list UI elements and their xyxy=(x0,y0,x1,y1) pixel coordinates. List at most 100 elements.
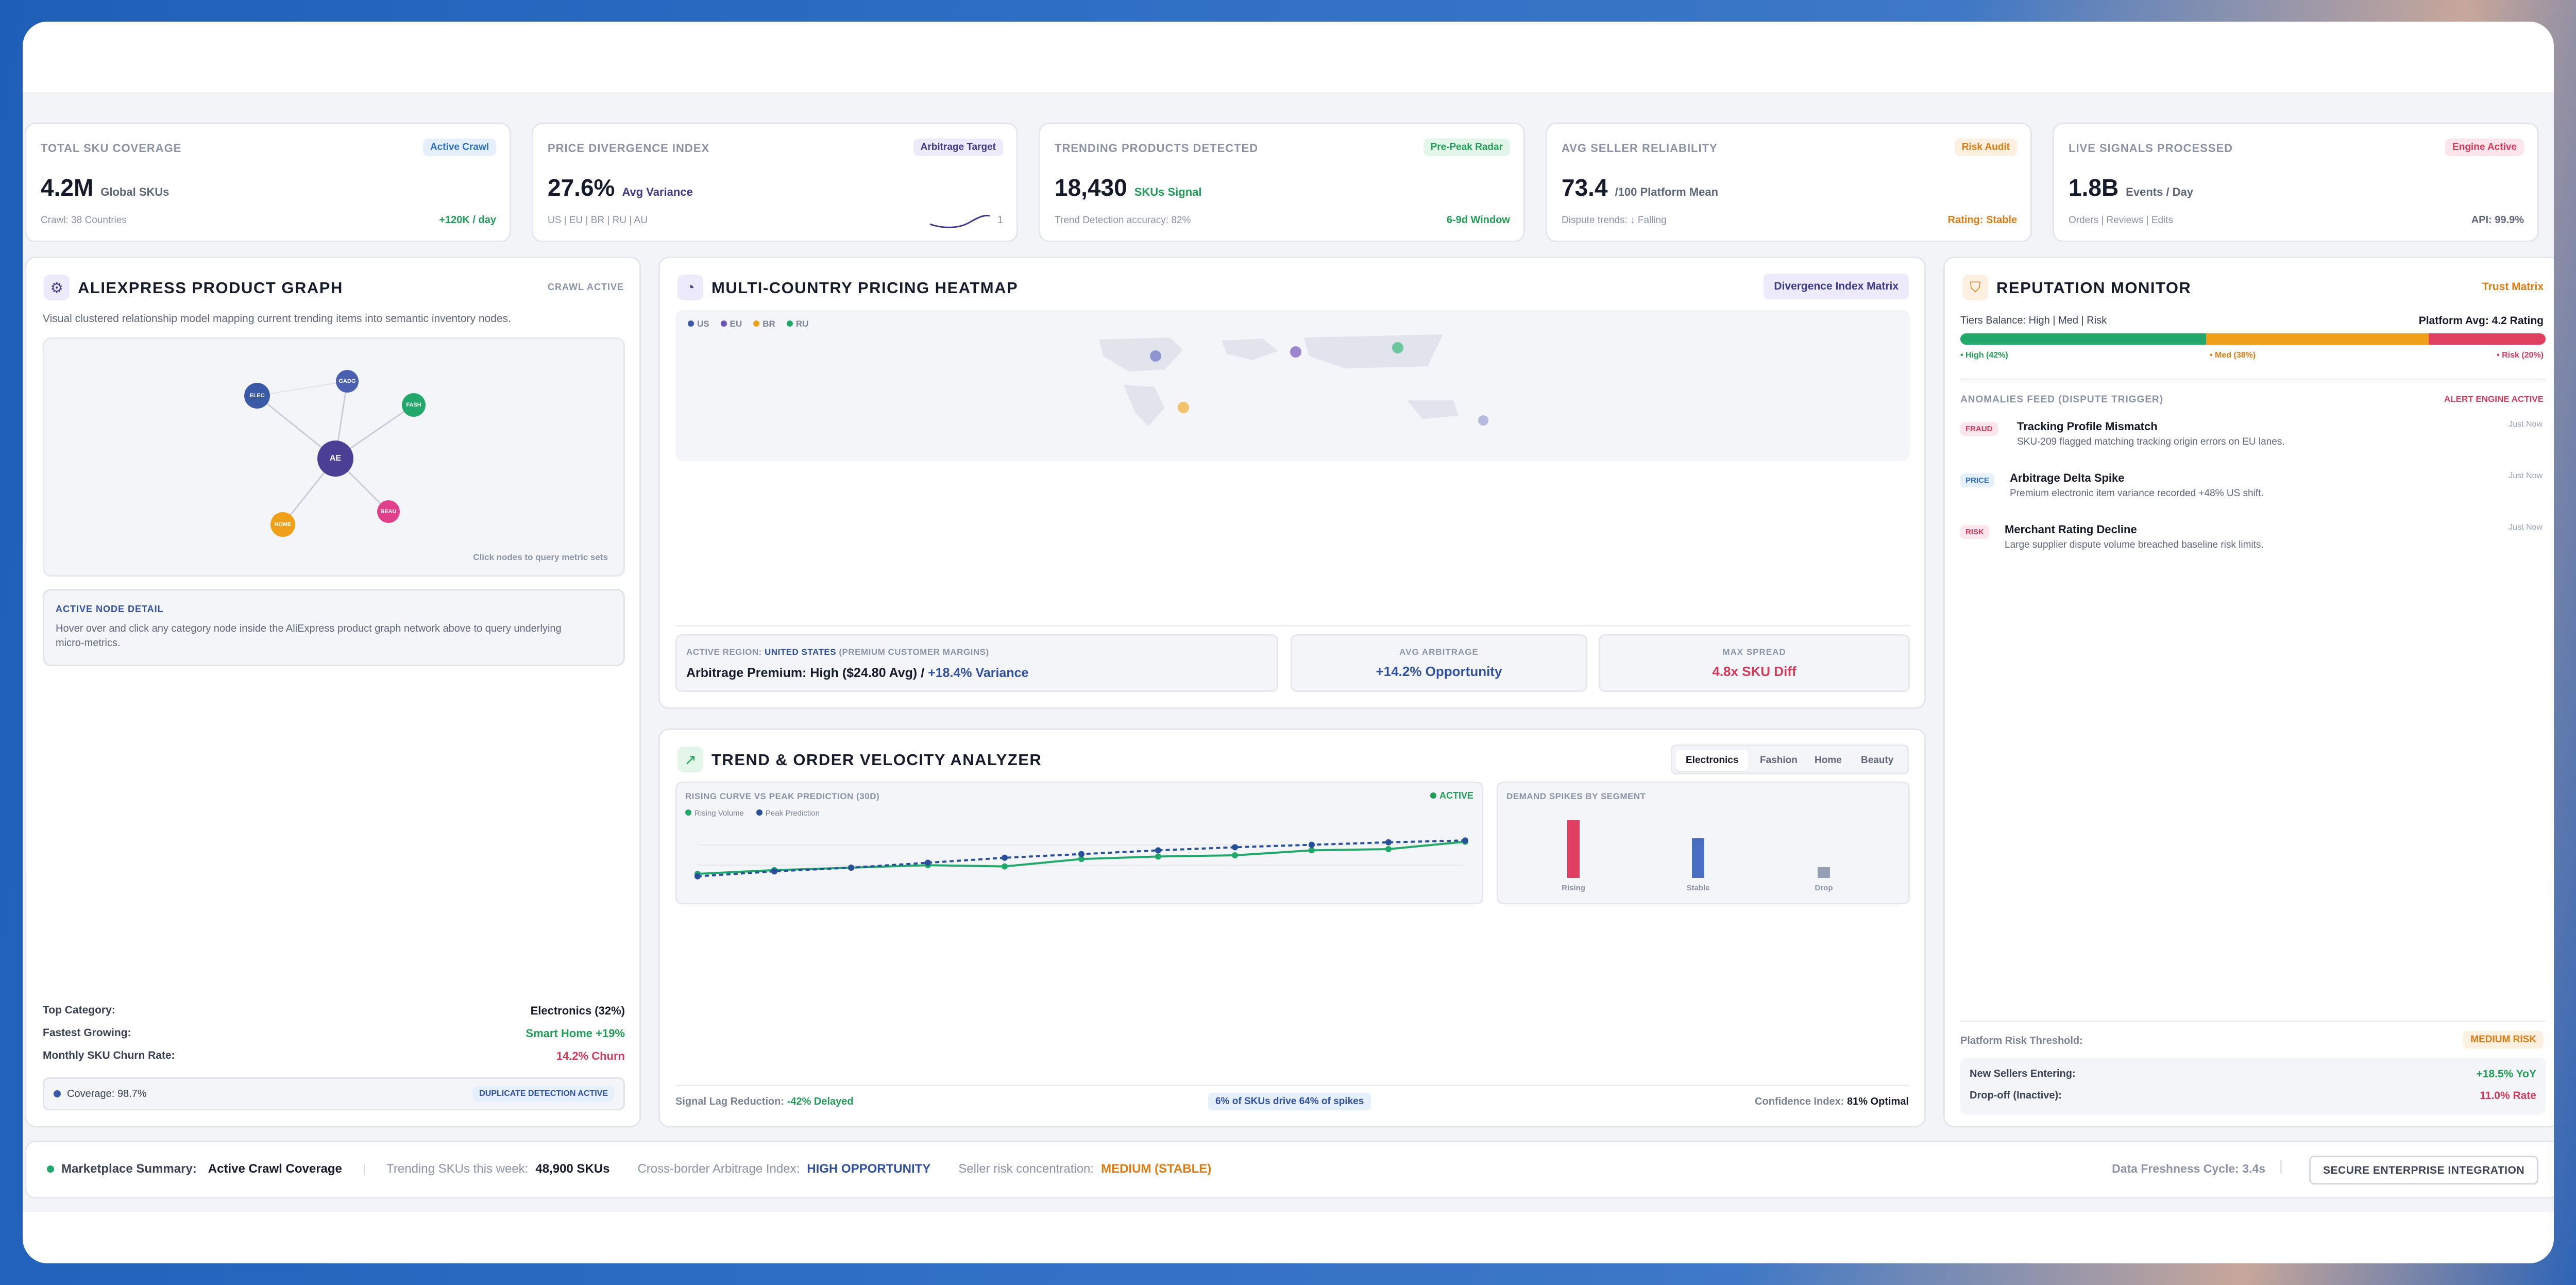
trend-analyzer-panel: ↗ TREND & ORDER VELOCITY ANALYZER Electr… xyxy=(658,729,1926,1127)
divider xyxy=(675,625,1910,627)
legend-us: US xyxy=(688,319,709,329)
map-legend: US EU BR RU xyxy=(688,319,808,329)
data-point[interactable] xyxy=(1078,856,1084,863)
kpi-value: 1.8B Events / Day xyxy=(2069,174,2193,201)
legend-dot-icon xyxy=(688,320,694,327)
data-point[interactable] xyxy=(694,873,701,880)
legend-peak: Peak Prediction xyxy=(756,809,820,818)
risk-threshold-badge: MEDIUM RISK xyxy=(2463,1031,2544,1049)
separator: | xyxy=(362,1162,366,1176)
dropoff-value: 11.0% Rate xyxy=(2480,1090,2536,1102)
data-point[interactable] xyxy=(1462,837,1468,844)
node-detail-title: ACTIVE NODE DETAIL xyxy=(56,604,164,614)
app-window: TOTAL SKU COVERAGE Active Crawl 4.2M Glob… xyxy=(23,22,2554,1263)
kpi-card-sku-coverage[interactable]: TOTAL SKU COVERAGE Active Crawl 4.2M Glob… xyxy=(25,123,511,242)
tab-beauty[interactable]: Beauty xyxy=(1861,755,1894,766)
category-tabs: Electronics Fashion Home Beauty xyxy=(1671,745,1909,774)
new-sellers-label: New Sellers Entering: xyxy=(1970,1068,2076,1079)
kpi-footnote-right: Rating: Stable xyxy=(1947,214,2017,226)
stat-label: Monthly SKU Churn Rate: xyxy=(43,1050,175,1061)
data-point[interactable] xyxy=(1385,846,1392,852)
kpi-card-trending-products[interactable]: TRENDING PRODUCTS DETECTED Pre-Peak Rada… xyxy=(1039,123,1525,242)
graph-node-home[interactable]: HOME xyxy=(270,512,295,537)
tab-home[interactable]: Home xyxy=(1815,755,1842,766)
data-point[interactable] xyxy=(925,859,931,866)
region-name: UNITED STATES xyxy=(765,647,837,657)
graph-node-beauty[interactable]: BEAU xyxy=(377,500,400,523)
data-point[interactable] xyxy=(1232,844,1238,851)
kpi-value: 27.6% Avg Variance xyxy=(548,174,693,201)
legend-rising: Rising Volume xyxy=(685,809,744,818)
divergence-matrix-button[interactable]: Divergence Index Matrix xyxy=(1764,274,1909,299)
kpi-footnote: Crawl: 38 Countries xyxy=(41,215,127,226)
data-point[interactable] xyxy=(1002,863,1008,870)
kpi-card-seller-reliability[interactable]: AVG SELLER RELIABILITY Risk Audit 73.4/1… xyxy=(1546,123,2032,242)
tier-balance-bar xyxy=(1960,333,2546,345)
tier-risk-label: • Risk (20%) xyxy=(2497,351,2544,360)
kpi-unit: /100 Platform Mean xyxy=(1615,185,1719,198)
feed-item[interactable]: PRICE Arbitrage Delta Spike Premium elec… xyxy=(1960,471,2543,518)
risk-label: Seller risk concentration: xyxy=(958,1162,1094,1176)
feed-item[interactable]: FRAUD Tracking Profile Mismatch SKU-209 … xyxy=(1960,420,2543,466)
platform-avg: Platform Avg: 4.2 Rating xyxy=(2418,315,2544,327)
max-spread-value: 4.8x SKU Diff xyxy=(1712,664,1797,679)
legend-dot-icon xyxy=(685,809,691,816)
kpi-card-live-signals[interactable]: LIVE SIGNALS PROCESSED Engine Active 1.8… xyxy=(2053,123,2539,242)
bar-label: Stable xyxy=(1686,884,1709,892)
graph-node-electronics[interactable]: ELEC xyxy=(244,383,270,409)
trend-up-icon: ↗ xyxy=(677,747,703,772)
graph-node-fashion[interactable]: FASH xyxy=(402,393,426,417)
graph-stats: Top Category: Electronics (32%) Fastest … xyxy=(43,1004,625,1066)
marketplace-summary-bar: Marketplace Summary: Active Crawl Covera… xyxy=(25,1141,2554,1198)
feed-item-desc: Premium electronic item variance recorde… xyxy=(2010,488,2264,499)
region-note: (PREMIUM CUSTOMER MARGINS) xyxy=(839,647,989,657)
data-point[interactable] xyxy=(1309,841,1315,848)
confidence-index: Confidence Index: 81% Optimal xyxy=(1755,1096,1909,1107)
feed-item-desc: SKU-209 flagged matching tracking origin… xyxy=(2017,436,2285,447)
bar-stable[interactable] xyxy=(1692,838,1704,878)
arbitrage-label: Cross-border Arbitrage Index: xyxy=(637,1162,800,1176)
tab-fashion[interactable]: Fashion xyxy=(1760,755,1798,766)
map-marker-ru[interactable] xyxy=(1392,342,1403,353)
data-point[interactable] xyxy=(771,868,777,875)
data-point[interactable] xyxy=(1002,854,1008,861)
tier-high-segment xyxy=(1960,333,2207,345)
feed-item[interactable]: RISK Merchant Rating Decline Large suppl… xyxy=(1960,523,2543,569)
avg-arbitrage-label: AVG ARBITRAGE xyxy=(1399,647,1479,657)
bar-drop[interactable] xyxy=(1818,867,1830,878)
legend-dot-icon xyxy=(786,320,793,327)
tab-electronics[interactable]: Electronics xyxy=(1675,750,1749,771)
enterprise-integration-button[interactable]: SECURE ENTERPRISE INTEGRATION xyxy=(2309,1156,2538,1185)
legend-dot-icon xyxy=(720,320,727,327)
map-marker-au[interactable] xyxy=(1478,415,1488,426)
feed-item-time: Just Now xyxy=(2509,471,2543,480)
data-point[interactable] xyxy=(1155,853,1161,860)
feed-item-time: Just Now xyxy=(2509,523,2543,532)
kpi-card-price-divergence[interactable]: PRICE DIVERGENCE INDEX Arbitrage Target … xyxy=(532,123,1018,242)
graph-canvas[interactable]: AE ELEC GADG FASH BEAU HOME Click nodes … xyxy=(43,337,625,577)
region-line: ACTIVE REGION: UNITED STATES (PREMIUM CU… xyxy=(686,647,989,657)
world-map[interactable]: US EU BR RU xyxy=(675,310,1910,461)
map-marker-br[interactable] xyxy=(1178,402,1189,413)
data-point[interactable] xyxy=(1155,847,1161,854)
map-marker-us[interactable] xyxy=(1150,350,1161,362)
graph-node-gadgets[interactable]: GADG xyxy=(336,370,359,393)
data-point[interactable] xyxy=(1385,839,1392,846)
graph-node-ae[interactable]: AE xyxy=(317,441,353,477)
divider xyxy=(675,1085,1910,1086)
data-point[interactable] xyxy=(1309,847,1315,854)
data-point[interactable] xyxy=(1078,851,1084,857)
max-spread-label: MAX SPREAD xyxy=(1722,647,1786,657)
panel-title: REPUTATION MONITOR xyxy=(1996,279,2192,297)
data-point[interactable] xyxy=(1232,852,1238,858)
kpi-unit: Global SKUs xyxy=(100,185,170,198)
demand-spikes-chart: DEMAND SPIKES BY SEGMENT Rising Stable Dro… xyxy=(1497,782,1910,904)
data-point[interactable] xyxy=(848,865,854,871)
node-detail-box: ACTIVE NODE DETAIL Hover over and click … xyxy=(43,589,625,666)
kpi-footnote-right: +120K / day xyxy=(439,214,496,226)
sparkline-icon xyxy=(929,214,990,228)
map-marker-eu[interactable] xyxy=(1290,346,1301,358)
bar-rising[interactable] xyxy=(1567,820,1580,878)
feed-item-time: Just Now xyxy=(2509,420,2543,429)
panel-title: ALIEXPRESS PRODUCT GRAPH xyxy=(78,279,343,297)
